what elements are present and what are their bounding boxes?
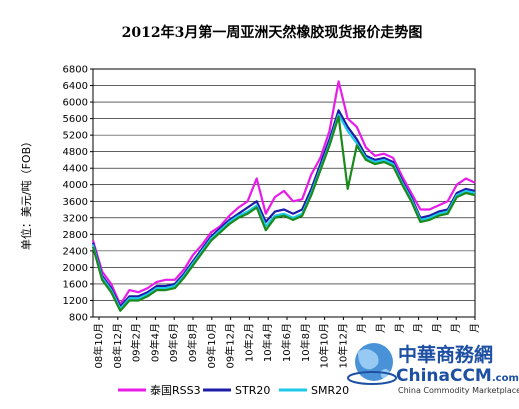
- watermark-tagline: China Commodity Marketplace: [398, 386, 519, 395]
- globe-icon: [347, 343, 397, 385]
- y-tick-label: 4400: [63, 164, 88, 175]
- y-tick-label: 3200: [63, 213, 88, 224]
- y-tick-label: 6400: [63, 81, 88, 92]
- x-tick-label: 09年2月: [130, 323, 143, 362]
- legend: 泰国RSS3 STR20 SMR20: [118, 383, 349, 397]
- legend-label: 泰国RSS3: [150, 383, 201, 397]
- x-tick-label: 月: [394, 323, 406, 333]
- y-tick-label: 3600: [63, 197, 88, 208]
- y-tick-label: 6800: [63, 65, 88, 76]
- x-tick-label: 08年12月: [111, 323, 124, 368]
- series-line-4: [91, 115, 476, 312]
- grid-lines: [93, 85, 475, 301]
- chart-title: 2012年3月第一周亚洲天然橡胶现货报价走势图: [122, 24, 423, 41]
- watermark-brand-name: ChinaCCM: [396, 366, 492, 386]
- x-tick-label: 09年4月: [148, 323, 161, 362]
- y-tick-label: 2400: [63, 246, 88, 257]
- y-tick-label: 5600: [63, 114, 88, 125]
- x-tick-label: 10年2月: [242, 323, 255, 362]
- legend-label: SMR20: [311, 384, 349, 397]
- x-tick-label: 10年4月: [261, 323, 274, 362]
- x-tick-label: 月: [431, 323, 443, 333]
- x-tick-label: 10年12月: [336, 323, 349, 368]
- x-tick-label: 月: [375, 323, 387, 333]
- y-axis-label: 单位：美元/吨（FOB）: [19, 136, 33, 250]
- watermark-brand-cn: 中華商務網: [398, 343, 493, 366]
- y-axis-ticks: 800 1200 1600 2000 2400 2800 3200 3600 4000 4400 4…: [63, 65, 93, 324]
- watermark-brand-en: ChinaCCM.com: [396, 366, 519, 386]
- plot-area: [92, 68, 476, 318]
- series-line-1: [91, 80, 476, 306]
- x-tick-label: 09年8月: [186, 323, 199, 362]
- y-tick-label: 1200: [63, 296, 88, 307]
- x-tick-label: 月: [469, 323, 481, 333]
- x-tick-label: 月: [356, 323, 368, 333]
- series-lines: [91, 80, 476, 312]
- y-tick-label: 4800: [63, 147, 88, 158]
- watermark-brand-suffix: .com: [492, 373, 519, 384]
- x-tick-label: 08年10月: [92, 323, 105, 368]
- x-tick-label: 09年6月: [167, 323, 180, 362]
- x-tick-label: 09年10月: [205, 323, 218, 368]
- y-tick-label: 2800: [63, 230, 88, 241]
- x-tick-label: 10年8月: [299, 323, 312, 362]
- y-tick-label: 1600: [63, 279, 88, 290]
- chinaccm-logo: 中華商務網 ChinaCCM.com China Commodity Marke…: [347, 343, 519, 395]
- x-tick-label: 10年10月: [318, 323, 331, 368]
- y-tick-label: 6000: [63, 98, 88, 109]
- y-tick-label: 800: [69, 313, 88, 324]
- x-axis-ticks: 08年10月 08年12月 09年2月 09年4月 09年6月 09年8月 09年10月 09…: [92, 317, 481, 368]
- y-tick-label: 5200: [63, 131, 88, 142]
- x-tick-label: 10年6月: [280, 323, 293, 362]
- y-tick-label: 2000: [63, 263, 88, 274]
- x-tick-label: 月: [413, 323, 425, 333]
- y-tick-label: 4000: [63, 180, 88, 191]
- legend-label: STR20: [235, 384, 270, 397]
- x-tick-label: 09年12月: [224, 323, 237, 368]
- x-tick-label: 月: [450, 323, 462, 333]
